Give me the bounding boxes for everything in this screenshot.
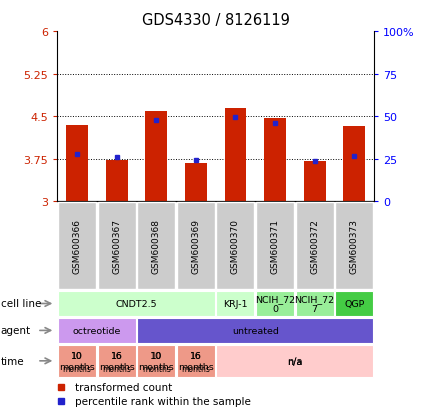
Text: NCIH_72
0: NCIH_72 0 xyxy=(255,294,295,313)
Text: n/a: n/a xyxy=(287,356,303,366)
Text: months: months xyxy=(102,364,131,373)
Text: GSM600372: GSM600372 xyxy=(310,218,319,273)
Text: 10: 10 xyxy=(150,351,162,361)
Text: 16: 16 xyxy=(190,351,201,361)
Bar xyxy=(137,318,373,343)
Text: QGP: QGP xyxy=(344,299,364,308)
Text: 10
months: 10 months xyxy=(139,351,174,370)
Text: transformed count: transformed count xyxy=(75,382,172,392)
Text: 16
months: 16 months xyxy=(99,351,135,370)
Text: percentile rank within the sample: percentile rank within the sample xyxy=(75,396,251,406)
Bar xyxy=(343,127,365,202)
Text: months: months xyxy=(142,364,171,373)
Text: GSM600373: GSM600373 xyxy=(350,218,359,273)
Bar xyxy=(58,202,96,290)
Text: GSM600369: GSM600369 xyxy=(191,218,201,273)
Text: GSM600368: GSM600368 xyxy=(152,218,161,273)
Bar xyxy=(58,318,136,343)
Bar xyxy=(296,202,334,290)
Text: NCIH_72
7: NCIH_72 7 xyxy=(295,294,335,313)
Text: 10
months: 10 months xyxy=(60,351,95,370)
Bar xyxy=(304,161,326,202)
Bar xyxy=(335,291,373,316)
Text: octreotide: octreotide xyxy=(73,326,121,335)
Bar xyxy=(216,291,255,316)
Text: untreated: untreated xyxy=(232,326,279,335)
Bar xyxy=(185,163,207,202)
Bar xyxy=(58,291,215,316)
Bar xyxy=(216,202,255,290)
Text: GSM600366: GSM600366 xyxy=(73,218,82,273)
Bar xyxy=(137,202,176,290)
Bar xyxy=(98,345,136,377)
Text: GSM600371: GSM600371 xyxy=(271,218,280,273)
Bar xyxy=(106,161,128,202)
Bar xyxy=(177,202,215,290)
Text: n/a: n/a xyxy=(287,356,303,366)
Text: months: months xyxy=(63,364,92,373)
Bar xyxy=(264,119,286,202)
Text: 10: 10 xyxy=(71,351,83,361)
Bar xyxy=(256,291,294,316)
Title: GDS4330 / 8126119: GDS4330 / 8126119 xyxy=(142,13,289,28)
Text: time: time xyxy=(1,356,25,366)
Text: KRJ-1: KRJ-1 xyxy=(223,299,248,308)
Text: months: months xyxy=(181,364,210,373)
Text: GSM600370: GSM600370 xyxy=(231,218,240,273)
Bar xyxy=(224,109,246,202)
Bar xyxy=(137,345,176,377)
Bar xyxy=(177,345,215,377)
Bar xyxy=(66,126,88,202)
Bar xyxy=(256,202,294,290)
Text: 16: 16 xyxy=(111,351,122,361)
Bar xyxy=(296,291,334,316)
Bar xyxy=(98,202,136,290)
Bar xyxy=(145,111,167,202)
Text: 16
months: 16 months xyxy=(178,351,214,370)
Bar xyxy=(335,202,373,290)
Text: agent: agent xyxy=(1,325,31,336)
Text: GSM600367: GSM600367 xyxy=(112,218,121,273)
Bar xyxy=(58,345,96,377)
Text: cell line: cell line xyxy=(1,299,41,309)
Bar xyxy=(216,345,373,377)
Text: CNDT2.5: CNDT2.5 xyxy=(116,299,157,308)
